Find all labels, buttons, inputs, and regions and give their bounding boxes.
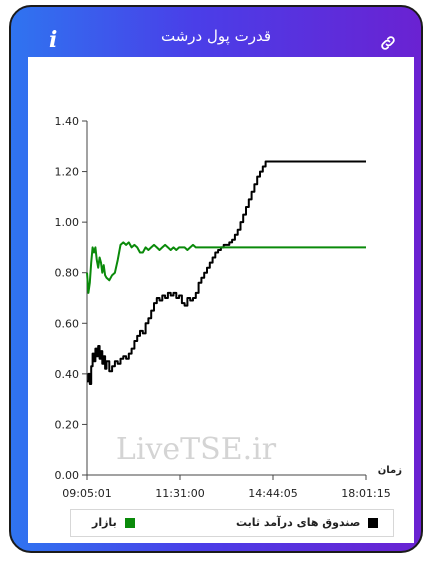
y-tick-label: 0.00 bbox=[55, 469, 80, 482]
y-tick-label: 1.40 bbox=[55, 115, 80, 128]
series-line-market bbox=[86, 241, 366, 294]
x-tick-label: 09:05:01 bbox=[62, 487, 111, 500]
legend-label-fixed-income: صندوق های درآمد ثابت bbox=[236, 516, 361, 529]
legend-swatch-market bbox=[124, 517, 135, 528]
y-tick-label: 0.40 bbox=[55, 368, 80, 381]
y-tick-label: 0.80 bbox=[55, 267, 80, 280]
legend-item-market[interactable]: بازار bbox=[92, 516, 135, 529]
window-title: قدرت پول درشت bbox=[161, 27, 271, 45]
chart-card: قدرت پول درشت i LiveTSE.ir 0.00 0.20 0.40 0.… bbox=[9, 5, 423, 553]
series-line-fixed-income bbox=[87, 160, 366, 385]
y-tick-label: 1.00 bbox=[55, 216, 80, 229]
legend-swatch-fixed-income bbox=[368, 517, 379, 528]
x-tick-label: 18:01:15 bbox=[341, 487, 390, 500]
y-tick-label: 1.20 bbox=[55, 166, 80, 179]
chart-legend: صندوق های درآمد ثابت بازار bbox=[70, 509, 394, 537]
link-icon[interactable] bbox=[379, 34, 397, 52]
chart-panel: LiveTSE.ir 0.00 0.20 0.40 0.60 0.80 1.00 1.20 1.… bbox=[28, 57, 414, 543]
line-chart: LiveTSE.ir 0.00 0.20 0.40 0.60 0.80 1.00 1.20 1.… bbox=[55, 115, 403, 500]
y-tick-label: 0.20 bbox=[55, 418, 80, 431]
y-tick-label: 0.60 bbox=[55, 317, 80, 330]
legend-label-market: بازار bbox=[92, 516, 117, 529]
info-icon[interactable]: i bbox=[49, 27, 58, 53]
x-tick-label: 11:31:00 bbox=[155, 487, 204, 500]
x-tick-label: 14:44:05 bbox=[248, 487, 297, 500]
watermark: LiveTSE.ir bbox=[116, 432, 277, 467]
legend-item-fixed-income[interactable]: صندوق های درآمد ثابت bbox=[236, 516, 379, 529]
x-axis-label: زمان bbox=[378, 465, 402, 476]
